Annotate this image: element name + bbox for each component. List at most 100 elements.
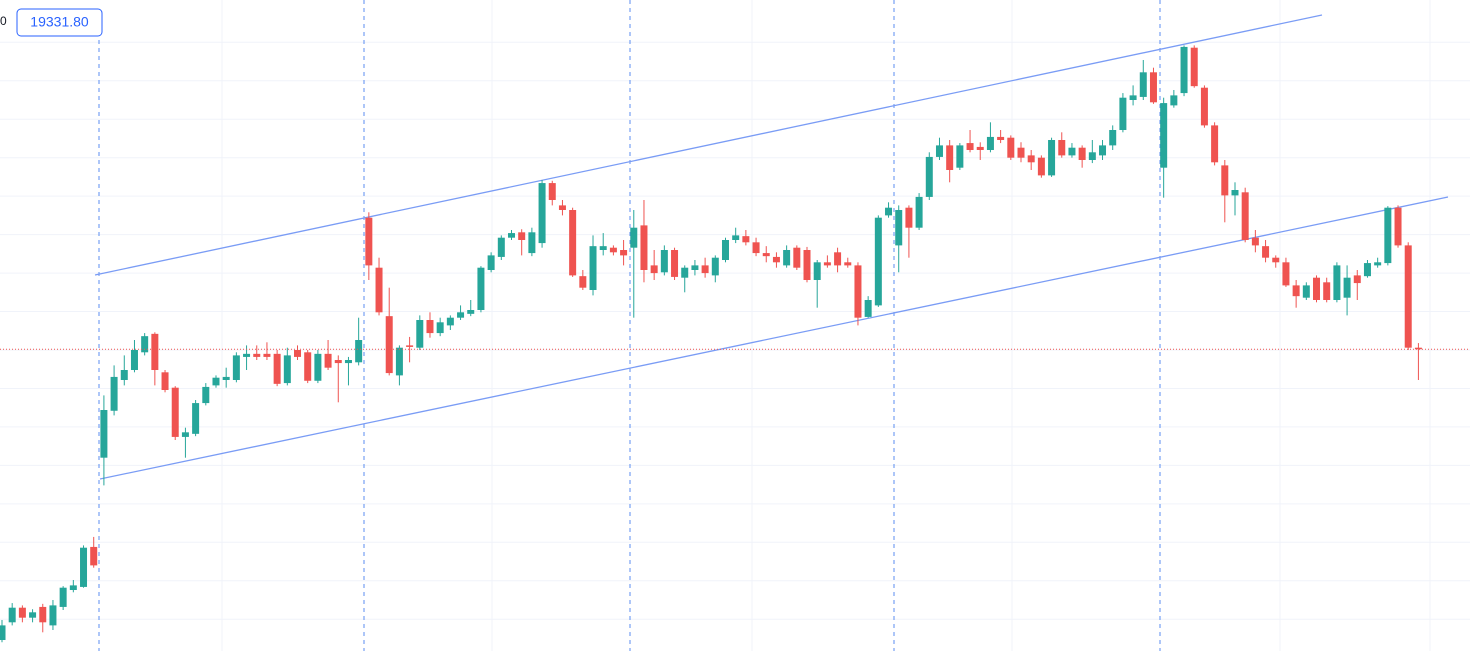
candle-body xyxy=(100,410,108,458)
candle-body xyxy=(8,607,16,623)
candle-body xyxy=(355,340,363,363)
candle-body xyxy=(558,205,566,210)
candle-body xyxy=(151,333,159,370)
candle-body xyxy=(660,250,668,273)
candle-body xyxy=(416,320,424,348)
candle-body xyxy=(161,372,169,390)
candle-body xyxy=(141,336,149,353)
candle-body xyxy=(1323,282,1331,300)
candle-body xyxy=(599,246,607,250)
candle-body xyxy=(1180,46,1188,94)
candle-body xyxy=(446,317,454,326)
channel xyxy=(94,14,1449,480)
candle-body xyxy=(1282,262,1290,286)
candle-body xyxy=(630,227,638,248)
candle-body xyxy=(508,233,515,238)
candle-body xyxy=(854,265,862,318)
candle-body xyxy=(640,225,648,270)
candle-body xyxy=(314,353,322,381)
candle-body xyxy=(1313,277,1321,300)
candle-body xyxy=(324,353,332,368)
candle-body xyxy=(518,232,526,240)
candle-body xyxy=(243,353,251,357)
candle-body xyxy=(1048,140,1056,176)
candle-body xyxy=(1404,245,1412,348)
candle-body xyxy=(426,320,434,334)
candle-body xyxy=(1200,87,1208,126)
candle-body xyxy=(538,183,546,244)
candle-body xyxy=(222,376,230,380)
candle-body xyxy=(528,232,536,254)
candle-body xyxy=(39,606,47,623)
candle-body xyxy=(171,387,179,437)
candle-body xyxy=(18,607,26,618)
candle-body xyxy=(1343,277,1351,298)
candle-body xyxy=(1231,190,1239,196)
candle-body xyxy=(905,207,913,228)
candle-body xyxy=(650,265,658,274)
candle-body xyxy=(202,386,210,404)
candle-body xyxy=(772,256,780,263)
candle-body xyxy=(885,207,893,216)
candle-body xyxy=(477,267,485,310)
price-label-box xyxy=(16,8,103,37)
candle-body xyxy=(1170,95,1178,106)
candle-body xyxy=(395,347,403,376)
candle-body xyxy=(895,210,903,246)
candle-body xyxy=(69,585,77,590)
vertical-markers xyxy=(98,0,1161,651)
edge-label: 0 xyxy=(0,14,7,28)
candle-body xyxy=(1333,265,1341,300)
candle-body xyxy=(721,240,729,260)
candle-body xyxy=(823,262,831,266)
candle-body xyxy=(1384,207,1392,264)
candle-body xyxy=(671,250,679,277)
candle-body xyxy=(803,250,811,280)
candle-body xyxy=(915,196,923,228)
candle-body xyxy=(946,145,954,170)
candle-body xyxy=(701,265,709,274)
candles xyxy=(0,45,1422,643)
candle-body xyxy=(1099,145,1107,156)
candle-body xyxy=(29,612,37,618)
candle-body xyxy=(1037,157,1045,176)
candle-body xyxy=(212,377,220,386)
candle-body xyxy=(966,143,974,150)
candle-body xyxy=(844,262,852,266)
candle-body xyxy=(925,156,933,197)
candle-body xyxy=(691,265,699,270)
candle-body xyxy=(1088,152,1096,160)
candle-body xyxy=(1221,165,1229,196)
candle-body xyxy=(375,267,383,313)
candle-body xyxy=(620,250,628,256)
candle-body xyxy=(181,432,189,437)
candle-body xyxy=(783,250,791,266)
candle-body xyxy=(732,235,740,240)
candle-body xyxy=(874,217,882,306)
candle-body xyxy=(263,353,271,357)
candle-body xyxy=(834,252,842,266)
candle-body xyxy=(0,625,6,640)
candle-body xyxy=(49,605,57,626)
candle-body xyxy=(59,587,67,607)
channel-lower xyxy=(99,196,1449,480)
candle-body xyxy=(976,146,984,150)
channel-upper xyxy=(94,14,1323,276)
candle-body xyxy=(232,355,240,380)
price-label: 19331.80 xyxy=(30,14,89,30)
candle-body xyxy=(1017,147,1025,158)
candle-body xyxy=(1363,263,1371,277)
candle-body xyxy=(681,267,689,278)
candle-body xyxy=(334,360,342,364)
candle-body xyxy=(90,546,98,566)
candle-body xyxy=(711,257,719,276)
candle-body xyxy=(1241,192,1249,240)
candle-body xyxy=(273,353,281,384)
candle-body xyxy=(1058,140,1066,156)
candle-body xyxy=(1374,262,1382,266)
candle-body xyxy=(283,355,291,384)
candle-body xyxy=(1129,95,1137,100)
